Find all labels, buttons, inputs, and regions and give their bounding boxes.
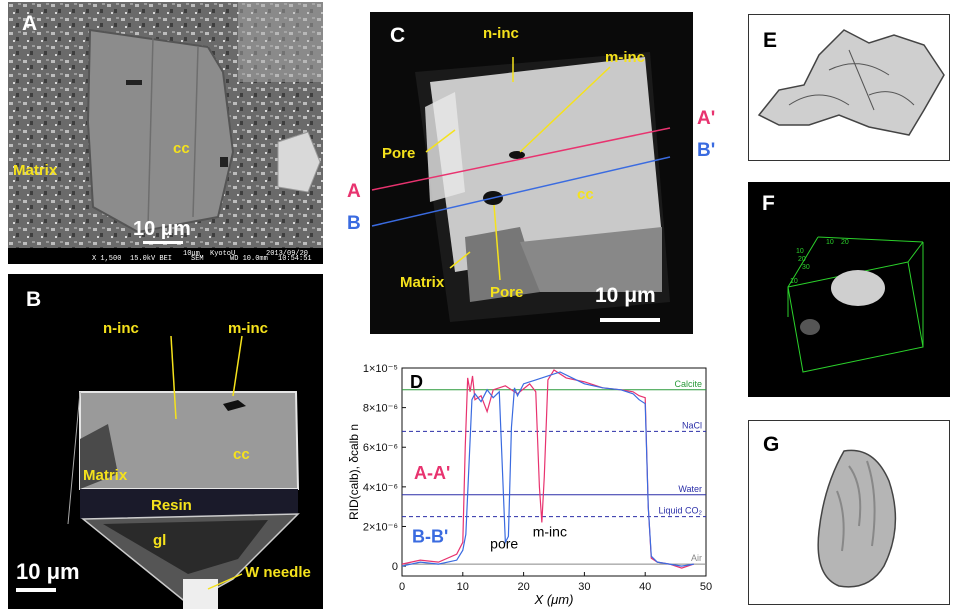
footer-scale: 10μm xyxy=(183,250,200,258)
panel-g-shape xyxy=(817,449,897,588)
f-tick-4: 10 xyxy=(826,239,834,246)
panel-b-scale-label: 10 μm xyxy=(16,559,80,584)
x-tick-label-5: 50 xyxy=(700,581,712,593)
panel-b-cc-label: cc xyxy=(233,446,250,463)
footer-wd: WD 10.0mm xyxy=(230,255,268,263)
label-b: B xyxy=(347,213,361,234)
x-tick-label-1: 10 xyxy=(457,581,469,593)
ref-label-4: Air xyxy=(691,553,702,563)
f-tick-2: 20 xyxy=(798,256,806,263)
panel-b-gl-label: gl xyxy=(153,532,167,549)
annotation-minc: m-inc xyxy=(533,523,567,539)
panel-b-sem-image: B n-inc m-inc Matrix cc Resin gl 10 μm W… xyxy=(8,274,323,609)
panel-c-scale-label: 10 μm xyxy=(595,284,656,307)
panel-a-footer: X 1,500 15.0kV BEI SEM 10μm KyotoU WD 10… xyxy=(8,250,323,264)
x-tick-label-2: 20 xyxy=(517,581,529,593)
y-tick-label-4: 8×10⁻⁶ xyxy=(363,403,398,415)
y-tick-label-5: 1×10⁻⁵ xyxy=(363,363,398,375)
panel-f-letter: F xyxy=(762,192,775,215)
ref-label-2: Water xyxy=(678,484,702,494)
panel-b-minc-label: m-inc xyxy=(228,320,269,337)
f-tick-5: 20 xyxy=(841,239,849,246)
panel-c-pore1-label: Pore xyxy=(382,145,416,162)
panel-b-resin-label: Resin xyxy=(151,497,192,514)
panel-c-minc-label: m-inc xyxy=(605,49,646,66)
f-tick-1: 10 xyxy=(796,248,804,255)
panel-c-letter: C xyxy=(390,24,406,47)
panel-a-cc-label: cc xyxy=(173,140,190,157)
panel-c-matrix-label: Matrix xyxy=(400,274,445,291)
panel-b-needle-label: W needle xyxy=(245,564,311,581)
f-tick-6: 10 xyxy=(790,278,798,285)
x-tick-label-3: 30 xyxy=(578,581,590,593)
panel-c-pore2-label: Pore xyxy=(490,284,524,301)
panel-e-shape xyxy=(757,29,945,136)
ref-label-3: Liquid CO₂ xyxy=(658,506,702,516)
ref-label-0: Calcite xyxy=(674,379,702,389)
x-tick-label-4: 40 xyxy=(639,581,651,593)
label-a-prime: A' xyxy=(697,108,716,129)
panel-a-letter: A xyxy=(22,12,38,35)
y-tick-label-0: 0 xyxy=(392,561,398,573)
series-line-1 xyxy=(401,371,694,567)
panel-e-letter: E xyxy=(763,29,778,52)
panel-b-drawing xyxy=(16,335,300,609)
x-tick-label-0: 0 xyxy=(399,581,405,593)
y-tick-label-2: 4×10⁻⁶ xyxy=(363,482,398,494)
panel-g-letter: G xyxy=(763,433,780,456)
panel-f-axis-ticks: 10 20 30 10 20 10 xyxy=(748,182,950,397)
chart-svg: Calcite NaCl Water Liquid CO₂ Air 0 10 20 30 40 50… xyxy=(347,363,712,607)
panel-f-drawing xyxy=(787,236,924,373)
x-axis-label: X (μm) xyxy=(534,592,574,607)
panel-b-ninc-label: n-inc xyxy=(103,320,139,337)
footer-time: 10:54:51 xyxy=(278,255,312,263)
panel-c-ct-image: C n-inc m-inc Pore cc Matrix Pore 10 μm xyxy=(370,12,693,334)
panel-a-sem-image: A Matrix cc 10 μm X 1,500 15.0kV BEI SEM… xyxy=(8,2,323,264)
footer-mag: X 1,500 xyxy=(92,255,122,263)
panel-d-chart: Calcite NaCl Water Liquid CO₂ Air 0 10 20 30 40 50… xyxy=(340,350,720,609)
f-tick-3: 30 xyxy=(802,264,810,271)
y-tick-label-1: 2×10⁻⁶ xyxy=(363,521,398,533)
panel-g-3d-render: G xyxy=(748,420,950,605)
chart-frame xyxy=(401,367,707,577)
panel-f-3d-render: F 10 20 30 10 20 10 xyxy=(748,182,950,397)
panel-b-letter: B xyxy=(26,288,42,311)
y-axis-label: RID(calb), δcalb n xyxy=(347,424,361,520)
panel-b-matrix-label: Matrix xyxy=(83,467,128,484)
ref-label-1: NaCl xyxy=(682,420,702,430)
annotation-pore: pore xyxy=(490,535,518,551)
panel-e-3d-render: E xyxy=(748,14,950,161)
series-label-1: B-B' xyxy=(412,526,448,546)
panel-a-texture xyxy=(8,2,323,264)
series-label-0: A-A' xyxy=(414,463,450,483)
label-a: A xyxy=(347,181,361,202)
label-b-prime: B' xyxy=(697,140,716,161)
panel-d-letter: D xyxy=(410,372,423,392)
footer-inst: KyotoU xyxy=(210,250,236,258)
panel-a-scale-label: 10 μm xyxy=(133,218,191,240)
footer-date: 2013/09/20 xyxy=(266,250,309,258)
panel-a-matrix-label: Matrix xyxy=(13,162,58,179)
panel-c-ninc-label: n-inc xyxy=(483,25,519,42)
y-tick-label-3: 6×10⁻⁶ xyxy=(363,442,398,454)
footer-kv: 15.0kV BEI xyxy=(130,255,173,263)
panel-c-cc-label: cc xyxy=(577,186,594,203)
footer-sem: SEM xyxy=(191,255,204,263)
